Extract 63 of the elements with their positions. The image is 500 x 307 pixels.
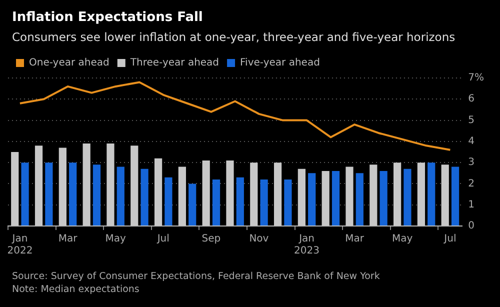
bar <box>393 162 402 226</box>
y-tick-label: 7% <box>468 72 484 84</box>
bar <box>404 168 412 226</box>
bar <box>274 162 282 226</box>
bar <box>21 162 29 226</box>
bar <box>130 146 138 226</box>
legend-label: Three-year ahead <box>129 58 220 69</box>
bar <box>178 166 186 226</box>
x-tick-label: Nov <box>249 234 269 245</box>
bar <box>356 173 364 226</box>
x-tick-label: Sep <box>202 234 221 245</box>
bar <box>260 179 268 226</box>
bar <box>34 146 43 226</box>
y-tick-label: 1 <box>468 199 475 210</box>
bar <box>106 144 114 226</box>
x-tick-label: Mar <box>58 234 78 245</box>
y-tick-label: 4 <box>468 136 475 148</box>
bar <box>164 177 172 226</box>
bar <box>428 162 436 226</box>
bar <box>308 173 316 226</box>
x-tick-label: May <box>392 234 413 245</box>
bar <box>380 171 388 226</box>
bar <box>417 162 426 226</box>
y-tick-label: 3 <box>468 157 475 168</box>
x-tick-label: Mar <box>345 234 365 245</box>
bar <box>116 166 124 226</box>
bar <box>58 148 66 226</box>
y-tick-label: 5 <box>468 114 475 126</box>
bar <box>202 160 210 226</box>
bar <box>226 160 234 226</box>
chart-subtitle: Consumers see lower inflation at one-year, three-year and five-year horizons <box>12 30 456 44</box>
source-note: Source: Survey of Consumer Expectations, Federal Reserve Bank of New York <box>12 270 380 283</box>
x-tick-label: May <box>105 234 126 245</box>
chart-title: Inflation Expectations Fall <box>12 10 203 25</box>
legend-label: Five-year ahead <box>240 58 320 69</box>
y-tick-label: 2 <box>468 178 475 190</box>
bar <box>236 177 244 226</box>
bar <box>45 162 53 226</box>
bar <box>188 184 196 226</box>
x-tick-label: Jan 2023 <box>294 234 320 257</box>
bar <box>140 168 148 226</box>
bar <box>451 166 460 226</box>
bar <box>11 152 19 226</box>
x-tick-label: Jul <box>156 234 170 245</box>
bar <box>82 144 90 226</box>
bar <box>441 164 449 226</box>
bar <box>332 171 340 226</box>
bar <box>322 171 330 226</box>
y-tick-label: 6 <box>468 94 475 105</box>
bar <box>346 166 354 226</box>
y-tick-label: 0 <box>468 220 475 232</box>
bar <box>370 164 378 226</box>
x-tick-label: Jul <box>443 234 456 245</box>
bar <box>69 162 77 226</box>
bar <box>284 179 292 226</box>
bar <box>92 164 101 226</box>
x-tick-label: Jan 2022 <box>7 234 33 257</box>
bar <box>154 158 162 226</box>
bar <box>212 179 220 226</box>
bar <box>298 168 306 226</box>
bar <box>250 162 258 226</box>
legend-label: One-year ahead <box>29 58 110 69</box>
text: Note: Median expectations <box>12 283 140 296</box>
